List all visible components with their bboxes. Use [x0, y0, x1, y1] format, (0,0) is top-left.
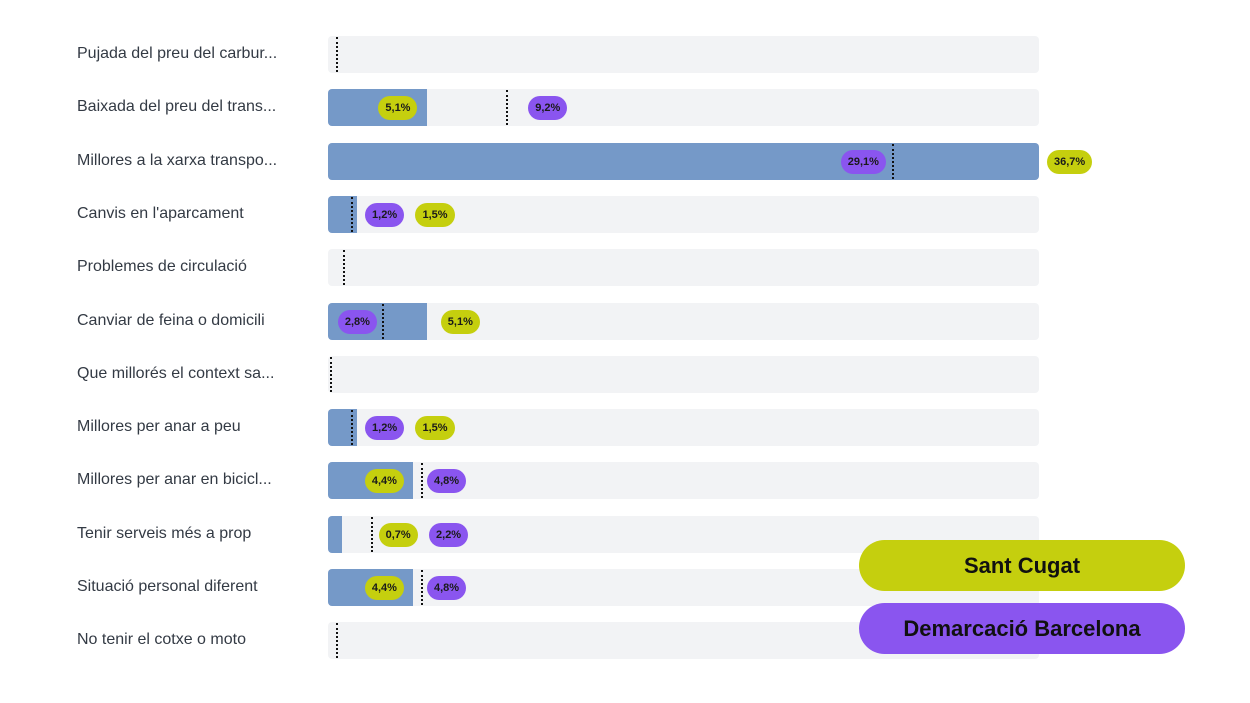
bar-track: 1,2% 1,5% [328, 409, 1039, 447]
sant-cugat-value-label: 0,7% [378, 522, 418, 547]
barcelona-value-label: 4,8% [426, 576, 467, 600]
category-label: Canviar de feina o domicili [77, 311, 265, 329]
category-label: Canvis en l'aparcament [77, 204, 244, 222]
category-label: Que millorés el context sa... [77, 364, 275, 382]
sant-cugat-bar [328, 142, 1039, 180]
bar-track [328, 36, 1039, 73]
category-label: Baixada del preu del trans... [77, 98, 277, 116]
barcelona-marker [370, 516, 373, 552]
sant-cugat-value-label: 36,7% [1047, 149, 1093, 174]
barcelona-marker [335, 37, 338, 72]
bar-track: 2,8% 5,1% [328, 302, 1039, 340]
barcelona-value-label: 29,1% [840, 149, 886, 174]
barcelona-marker [335, 623, 338, 659]
barcelona-value-label: 2,8% [337, 309, 377, 334]
barcelona-value-label: 4,8% [426, 469, 467, 494]
category-label: Pujada del preu del carbur... [77, 45, 278, 62]
sant-cugat-value-label: 4,4% [364, 469, 404, 494]
barcelona-marker [420, 463, 423, 499]
category-label: Millores per anar en bicicl... [77, 471, 272, 489]
category-label: Situació personal diferent [77, 578, 258, 595]
barcelona-marker [506, 90, 509, 126]
barcelona-marker [343, 250, 346, 286]
sant-cugat-bar [328, 515, 342, 553]
barcelona-value-label: 1,2% [365, 416, 405, 441]
legend-sant-cugat: Sant Cugat [859, 540, 1185, 591]
sant-cugat-value-label: 1,5% [415, 416, 455, 441]
barcelona-value-label: 9,2% [528, 96, 568, 121]
legend-demarcacio-barcelona: Demarcació Barcelona [859, 603, 1185, 654]
category-label: Millores a la xarxa transpo... [77, 151, 278, 169]
sant-cugat-value-label: 1,5% [415, 202, 455, 227]
bar-track [328, 355, 1039, 393]
sant-cugat-value-label: 5,1% [378, 96, 418, 121]
barcelona-value-label: 1,2% [365, 202, 405, 227]
sant-cugat-value-label: 4,4% [364, 576, 404, 600]
category-label: No tenir el cotxe o moto [77, 631, 246, 649]
bar-track [328, 249, 1039, 287]
bar-track: 5,1% 9,2% [328, 89, 1039, 127]
sant-cugat-value-label: 5,1% [440, 309, 480, 334]
barcelona-marker [329, 356, 332, 392]
barcelona-value-label: 2,2% [429, 522, 469, 547]
category-label: Millores per anar a peu [77, 418, 241, 436]
barcelona-marker [420, 570, 423, 605]
barcelona-marker [351, 410, 354, 446]
bar-track: 4,4% 4,8% [328, 462, 1039, 500]
barcelona-marker [351, 196, 354, 232]
barcelona-marker [382, 303, 385, 339]
category-label: Tenir serveis més a prop [77, 524, 252, 542]
category-label: Problemes de circulació [77, 258, 247, 276]
barcelona-marker [891, 143, 894, 179]
bar-track: 29,1% 36,7% [328, 142, 1093, 180]
bar-track: 1,2% 1,5% [328, 195, 1039, 233]
